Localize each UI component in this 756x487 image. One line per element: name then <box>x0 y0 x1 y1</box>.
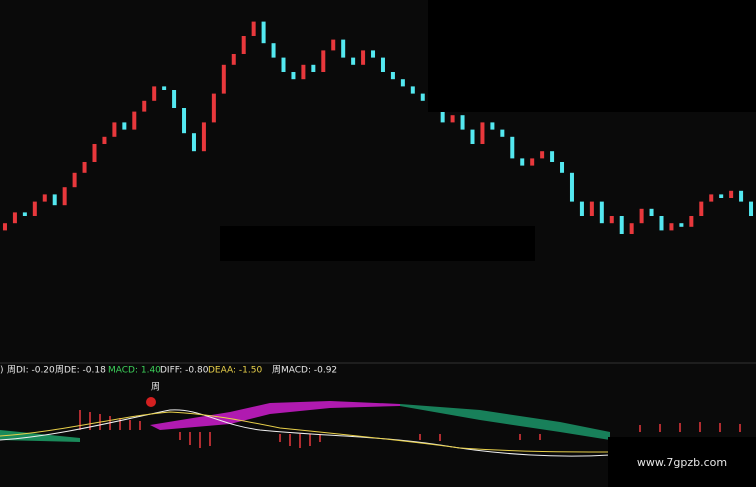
candle <box>689 216 694 227</box>
candle <box>291 72 296 80</box>
candle <box>420 93 425 101</box>
candle <box>201 122 206 152</box>
label: ) <box>0 366 4 376</box>
candle <box>32 201 37 216</box>
candle <box>480 122 485 144</box>
watermark: www.7gpzb.com <box>637 456 727 469</box>
candle <box>390 72 395 80</box>
candle <box>609 216 614 224</box>
candle <box>281 57 286 72</box>
candle <box>241 36 246 54</box>
candle <box>42 194 47 202</box>
candle <box>301 64 306 80</box>
indicator-labels: ) 周DI: -0.20 周DE: -0.18 MACD: 1.40 DIFF:… <box>0 365 337 376</box>
candle <box>82 162 87 173</box>
band <box>400 404 610 440</box>
candle <box>112 122 117 137</box>
candle <box>191 133 196 152</box>
candle <box>182 108 187 134</box>
candle <box>321 50 326 72</box>
candle <box>211 93 216 123</box>
candle <box>460 115 465 130</box>
candle <box>669 223 674 231</box>
candle <box>500 129 505 137</box>
marker-icon <box>146 397 156 407</box>
candle <box>261 21 266 44</box>
candle <box>172 90 177 108</box>
candle <box>560 162 565 173</box>
marker-label: 周 <box>151 382 160 393</box>
candle <box>371 50 376 58</box>
candle <box>719 194 724 198</box>
line <box>0 411 611 453</box>
overlay-box <box>428 0 756 112</box>
label: 周DI: -0.20 <box>7 365 55 376</box>
candle <box>351 57 356 65</box>
candle <box>699 201 704 216</box>
candle <box>52 194 57 206</box>
candle <box>550 151 555 162</box>
candle <box>341 39 346 58</box>
candle <box>729 190 734 198</box>
candle <box>540 151 545 159</box>
candle <box>530 158 535 166</box>
band <box>150 401 400 430</box>
candle <box>639 208 644 224</box>
candle <box>440 108 445 123</box>
label: MACD: 1.40 <box>108 366 161 376</box>
candle <box>231 54 236 65</box>
candle <box>92 144 97 162</box>
candle <box>221 64 226 94</box>
candle <box>152 86 157 101</box>
label: 周DE: -0.18 <box>55 365 106 376</box>
candle <box>62 187 67 206</box>
candle <box>579 201 584 216</box>
candle <box>102 136 107 144</box>
candle <box>629 223 634 234</box>
overlay-box <box>608 437 756 487</box>
candle <box>569 172 574 202</box>
candle <box>510 136 515 159</box>
candle <box>380 57 385 72</box>
candle <box>311 64 316 72</box>
candle <box>739 190 744 202</box>
candle <box>520 158 525 166</box>
candle <box>72 172 77 188</box>
candle <box>331 39 336 51</box>
candle <box>490 122 495 130</box>
label: 周MACD: -0.92 <box>272 365 337 376</box>
candle <box>659 216 664 231</box>
candle <box>649 208 654 216</box>
candle <box>122 122 127 130</box>
candles <box>2 21 754 234</box>
candle <box>619 216 624 234</box>
candle <box>2 223 7 231</box>
candle <box>470 129 475 144</box>
candle <box>361 50 366 65</box>
candle <box>589 201 594 216</box>
candle <box>251 21 256 36</box>
candle <box>749 201 754 216</box>
candle <box>679 223 684 227</box>
label: DIFF: -0.80 <box>160 366 209 376</box>
candle <box>132 111 137 130</box>
candle <box>22 212 27 216</box>
candle <box>400 79 405 87</box>
candle <box>450 115 455 123</box>
macd-panel <box>0 401 756 457</box>
overlay-box <box>220 226 535 261</box>
candle <box>12 212 17 224</box>
candle <box>599 201 604 224</box>
candle <box>410 86 415 94</box>
candle <box>142 100 147 112</box>
candle <box>162 86 167 90</box>
candle <box>709 194 714 202</box>
label: DEAA: -1.50 <box>208 366 262 376</box>
candle <box>271 43 276 58</box>
